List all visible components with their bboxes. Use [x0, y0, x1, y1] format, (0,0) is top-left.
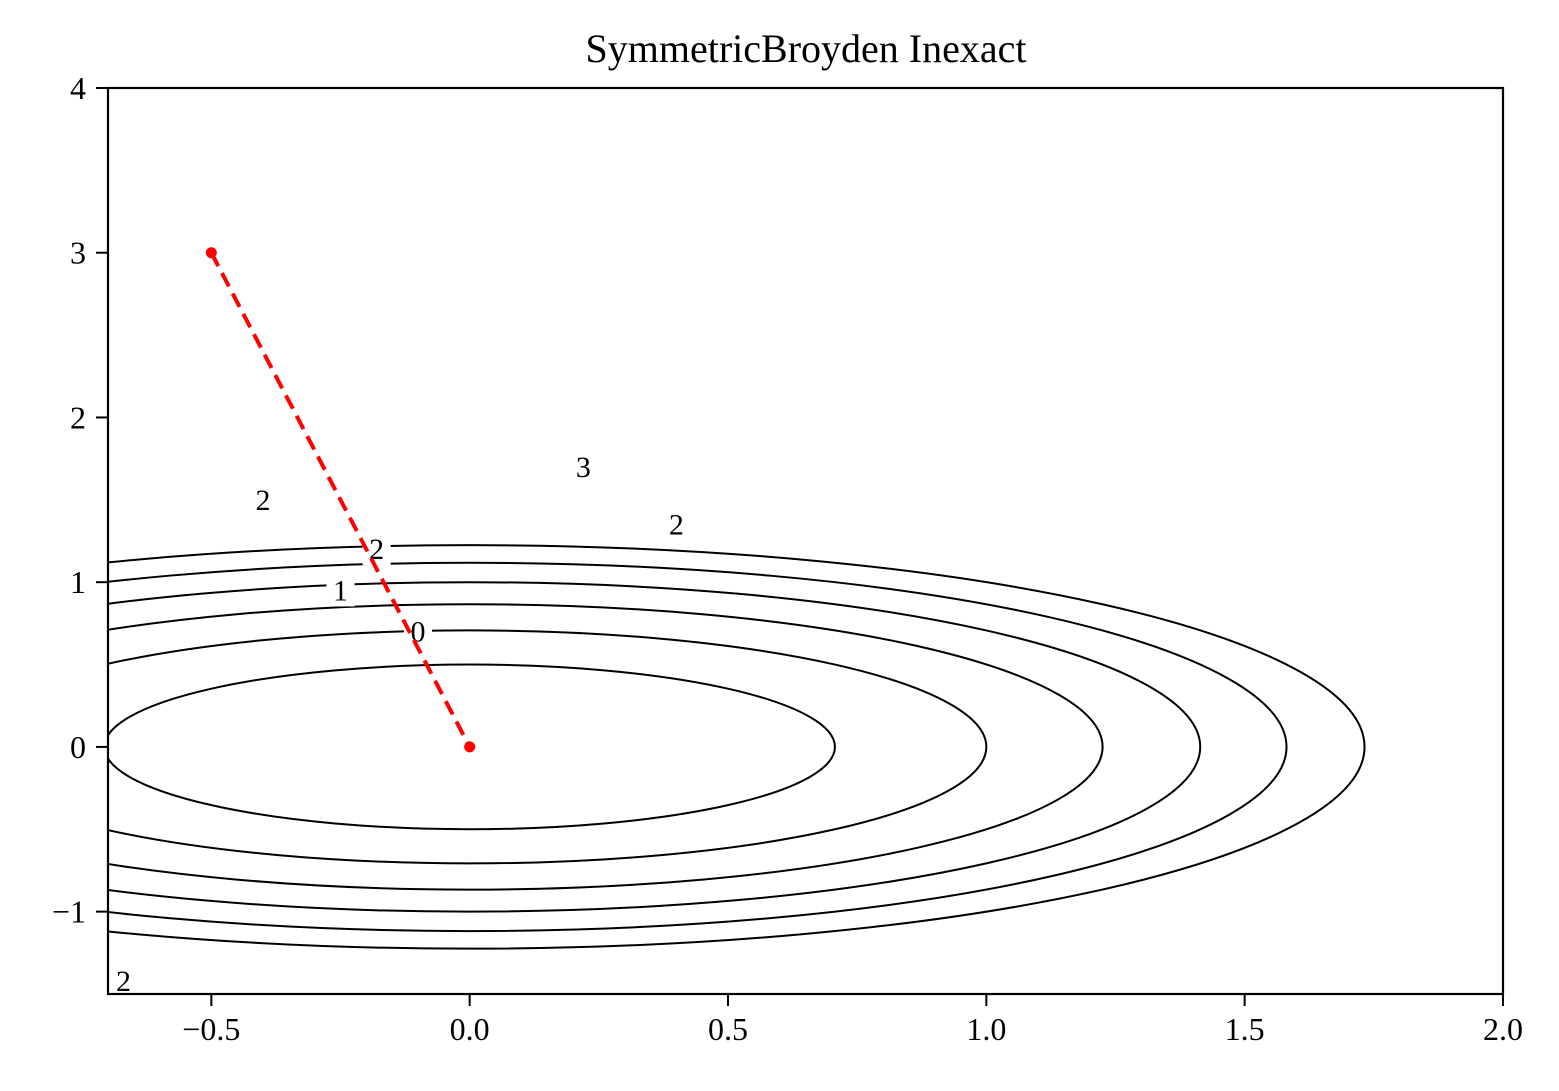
plot-frame — [106, 86, 1505, 996]
chart-title: SymmetricBroyden Inexact — [586, 26, 1027, 71]
y-tick-label: 4 — [70, 70, 86, 106]
contour-label: 2 — [669, 509, 684, 542]
path-point — [464, 741, 476, 753]
x-tick-label: 1.0 — [966, 1011, 1006, 1047]
y-tick-label: 1 — [70, 564, 86, 600]
y-axis-ticks: −1 0 1 2 3 4 — [52, 70, 108, 930]
contour-line — [108, 663, 836, 831]
contour-lines — [108, 544, 1366, 950]
x-tick-label: 0.5 — [708, 1011, 748, 1047]
contour-line — [108, 603, 1104, 891]
path-point — [205, 247, 217, 259]
contour-line — [108, 581, 1202, 913]
contour-label: 2 — [256, 484, 271, 517]
path-line — [209, 251, 472, 748]
y-tick-label: 0 — [70, 729, 86, 765]
contour-line — [108, 544, 1366, 950]
x-tick-label: −0.5 — [182, 1011, 240, 1047]
x-tick-label: 2.0 — [1483, 1011, 1523, 1047]
contour-label: 3 — [576, 451, 591, 484]
contour-label: 1 — [333, 574, 348, 607]
contour-label: 0 — [411, 616, 426, 649]
y-tick-label: −1 — [52, 894, 86, 930]
contour-line — [108, 561, 1288, 933]
contour-label-gap — [326, 572, 355, 607]
contour-label-gap — [249, 481, 277, 516]
optimization-path — [205, 247, 476, 753]
x-tick-label: 0.0 — [450, 1011, 490, 1047]
y-tick-label: 2 — [70, 399, 86, 435]
contour-line — [108, 629, 988, 865]
contour-label-gap — [662, 506, 691, 541]
y-tick-label: 3 — [70, 235, 86, 271]
contour-label: 2 — [116, 965, 131, 998]
contour-label-gap — [569, 448, 598, 483]
contour-label-gap — [109, 962, 138, 997]
x-axis-ticks: −0.5 0.0 0.5 1.0 1.5 2.0 — [182, 994, 1523, 1047]
x-tick-label: 1.5 — [1225, 1011, 1265, 1047]
